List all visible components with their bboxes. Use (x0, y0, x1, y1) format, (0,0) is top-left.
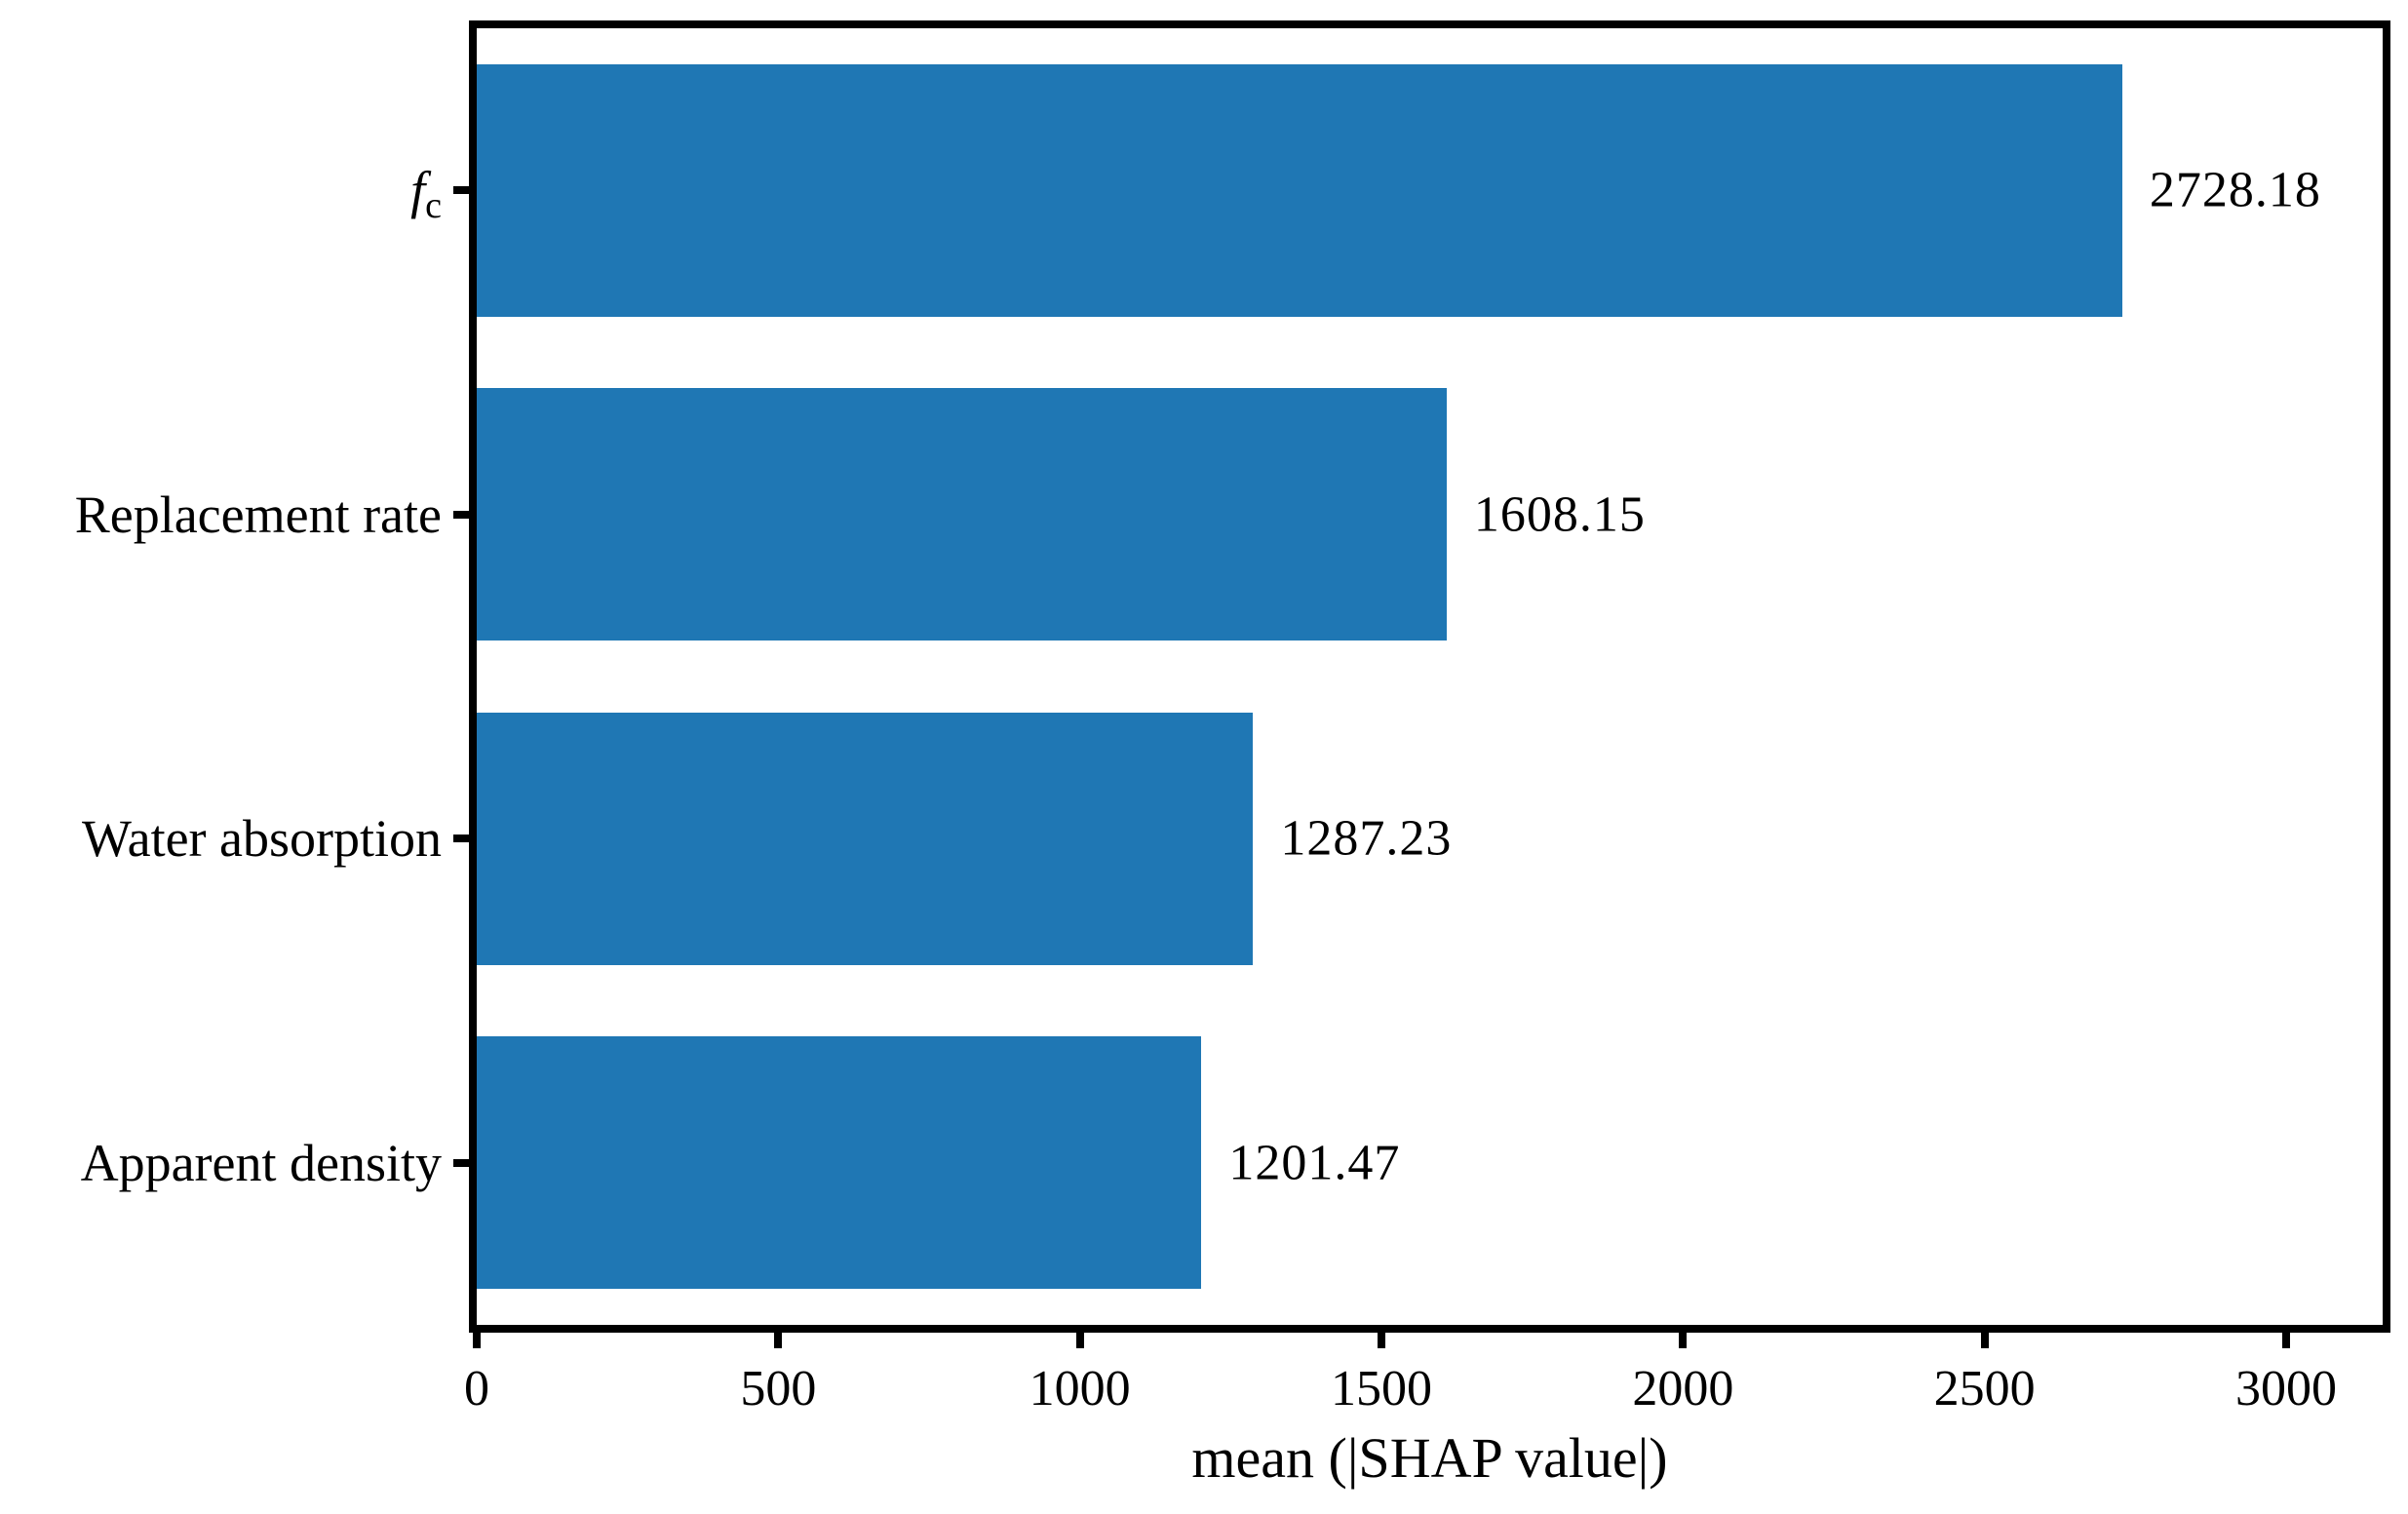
category-label: Replacement rate (74, 485, 442, 544)
x-tick (2282, 1333, 2290, 1348)
bar-value-label: 1287.23 (1280, 810, 1453, 867)
category-label: fc (410, 161, 442, 226)
y-tick (453, 835, 469, 843)
x-tick-label: 2000 (1632, 1361, 1734, 1417)
y-tick (453, 1158, 469, 1167)
y-tick (453, 186, 469, 195)
bar-value-label: 2728.18 (2149, 162, 2321, 218)
category-label: Water absorption (81, 809, 442, 869)
plot-area: 2728.18 1608.15 1287.23 1201.47 (469, 20, 2390, 1333)
x-axis-title: mean (|SHAP value|) (1191, 1426, 1668, 1490)
x-tick-label: 2500 (1933, 1361, 2036, 1417)
x-tick (473, 1333, 481, 1348)
x-tick-label: 1000 (1029, 1361, 1131, 1417)
bar-3 (477, 1036, 1202, 1290)
y-tick (453, 510, 469, 519)
x-tick-label: 500 (740, 1361, 817, 1417)
bar-1 (477, 388, 1447, 641)
bar-value-label: 1201.47 (1228, 1135, 1401, 1191)
bar-value-label: 1608.15 (1473, 486, 1646, 543)
x-tick (1679, 1333, 1688, 1348)
bar-0 (477, 63, 2122, 317)
x-tick-label: 3000 (2235, 1361, 2337, 1417)
x-tick (1980, 1333, 1989, 1348)
x-tick (1075, 1333, 1084, 1348)
bar-2 (477, 712, 1254, 965)
x-tick-label: 1500 (1331, 1361, 1432, 1417)
x-tick (1378, 1333, 1385, 1348)
x-tick-label: 0 (464, 1361, 489, 1417)
category-label: Apparent density (80, 1133, 442, 1192)
x-tick (774, 1333, 783, 1348)
